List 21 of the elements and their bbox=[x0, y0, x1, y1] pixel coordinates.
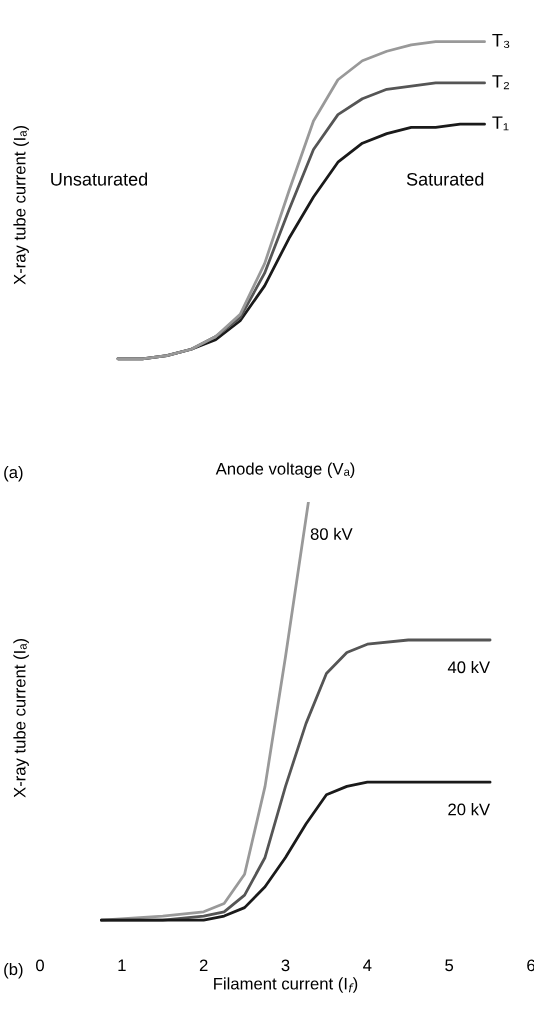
series-label: T₃ bbox=[492, 33, 510, 49]
x-axis-title: Anode voltage (Vₐ) bbox=[215, 462, 355, 479]
x-tick-label: 1 bbox=[118, 959, 126, 972]
series-label: 40 kV bbox=[447, 660, 491, 674]
x-tick-label: 4 bbox=[363, 959, 372, 972]
x-tick-label: 2 bbox=[199, 959, 208, 972]
y-axis-title: X-ray tube current (Iₐ) bbox=[13, 639, 29, 798]
x-tick-label: 6 bbox=[527, 959, 534, 972]
text: (b) bbox=[4, 962, 23, 979]
text: (a) bbox=[4, 465, 23, 482]
series-label: 20 kV bbox=[448, 803, 491, 816]
annotation: Unsaturated bbox=[51, 172, 148, 186]
x-tick-label: 5 bbox=[445, 959, 454, 972]
annotation: Saturated bbox=[406, 172, 484, 186]
x-tick-label: 0 bbox=[36, 959, 44, 972]
series-label: 80 kV bbox=[310, 527, 353, 540]
y-axis-title: X-ray tube current (Iₐ) bbox=[13, 126, 29, 285]
series-label: T₂ bbox=[492, 75, 510, 90]
x-axis-title: Filament current (I$_{f}$) bbox=[214, 977, 358, 993]
series-label: T₁ bbox=[492, 116, 509, 131]
x-tick-label: 3 bbox=[281, 959, 290, 972]
